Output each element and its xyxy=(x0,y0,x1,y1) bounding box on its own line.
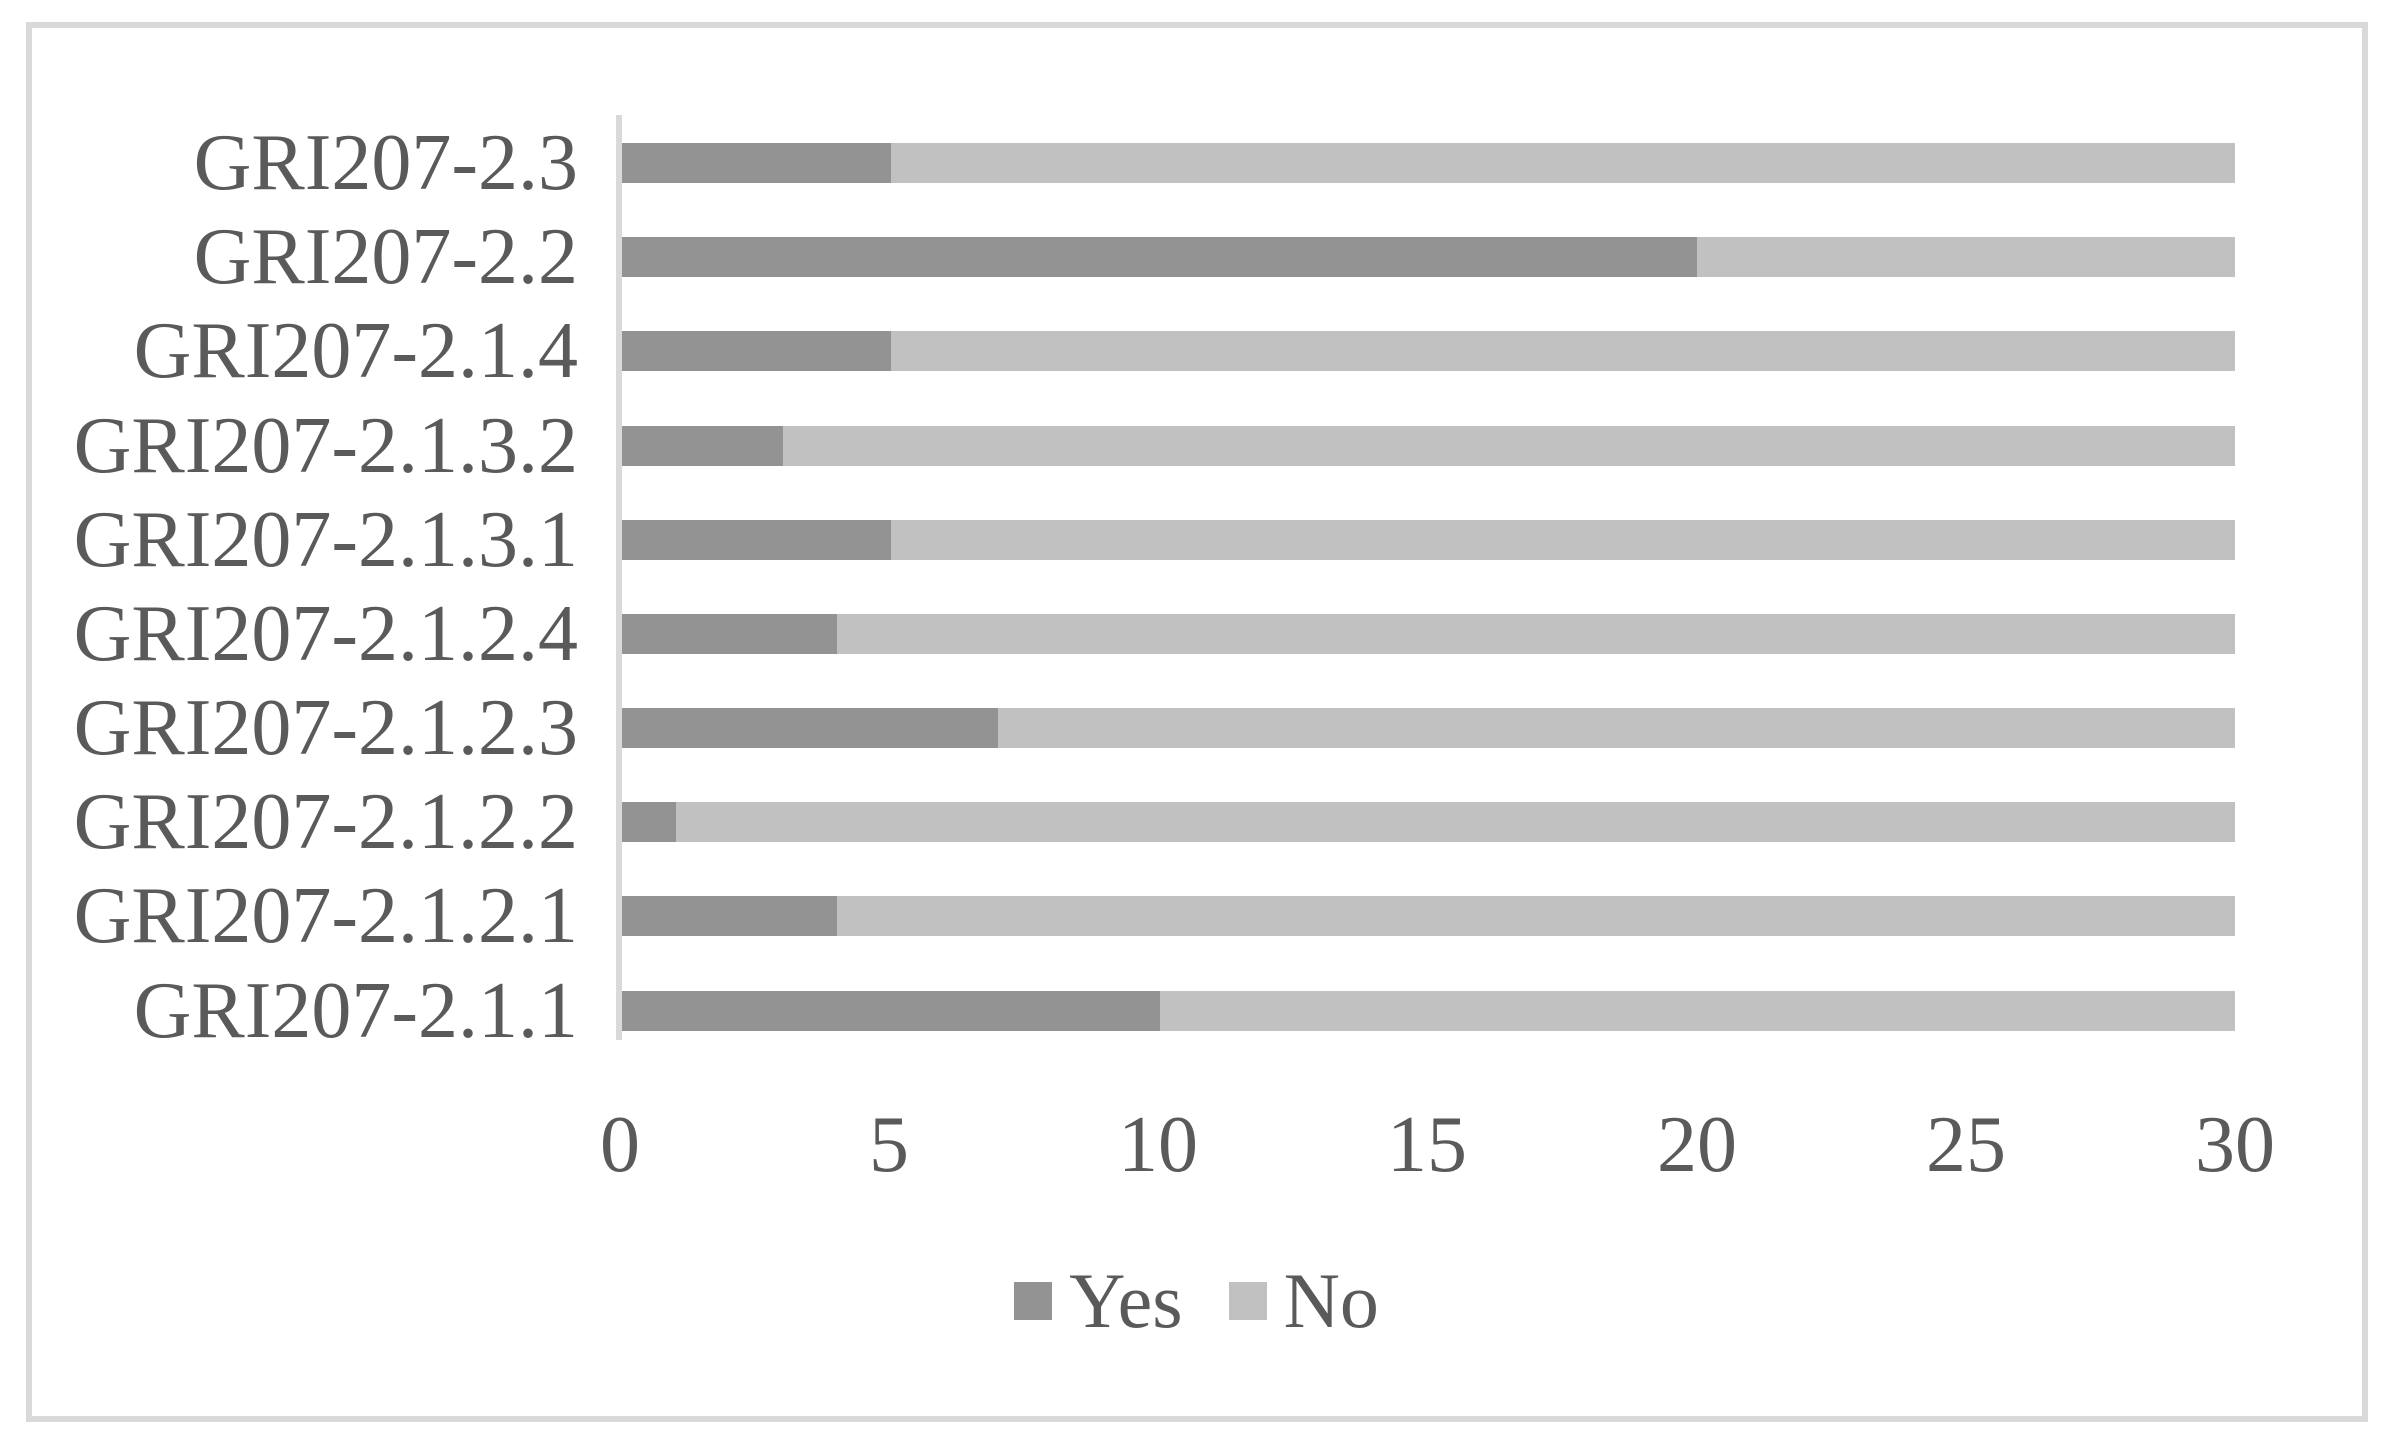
bar-segment-yes xyxy=(622,520,891,560)
category-label: GRI207-2.1.1 xyxy=(133,967,578,1055)
legend-label-yes: Yes xyxy=(1069,1257,1183,1344)
bar-segment-yes xyxy=(622,143,891,183)
bar-row xyxy=(622,802,2235,842)
category-label: GRI207-2.3 xyxy=(193,119,578,207)
legend-label-no: No xyxy=(1283,1257,1379,1344)
bar-segment-yes xyxy=(622,802,676,842)
bar-segment-no xyxy=(837,896,2235,936)
bar-row xyxy=(622,896,2235,936)
category-label: GRI207-2.1.2.4 xyxy=(73,590,578,678)
bar-segment-yes xyxy=(622,896,837,936)
bar-segment-no xyxy=(891,143,2235,183)
bar-row xyxy=(622,991,2235,1031)
x-tick-label: 0 xyxy=(600,1101,640,1189)
bar-segment-no xyxy=(1697,237,2235,277)
category-label: GRI207-2.1.3.1 xyxy=(73,496,578,584)
legend-item-yes: Yes xyxy=(1014,1261,1183,1341)
bar-segment-no xyxy=(891,331,2235,371)
category-label: GRI207-2.1.2.3 xyxy=(73,684,578,772)
bar-segment-yes xyxy=(622,708,998,748)
bar-segment-yes xyxy=(622,331,891,371)
x-tick-label: 10 xyxy=(1118,1101,1198,1189)
x-tick-label: 25 xyxy=(1926,1101,2006,1189)
x-tick-label: 20 xyxy=(1657,1101,1737,1189)
legend: Yes No xyxy=(0,1258,2393,1344)
x-tick-label: 15 xyxy=(1387,1101,1467,1189)
x-tick-label: 30 xyxy=(2195,1101,2275,1189)
bar-segment-yes xyxy=(622,426,783,466)
bar-row xyxy=(622,426,2235,466)
bar-segment-yes xyxy=(622,237,1697,277)
legend-swatch-no xyxy=(1228,1282,1267,1320)
bar-row xyxy=(622,520,2235,560)
bar-segment-no xyxy=(676,802,2235,842)
bar-segment-no xyxy=(998,708,2235,748)
bar-row xyxy=(622,143,2235,183)
legend-item-no: No xyxy=(1228,1257,1379,1344)
bar-segment-yes xyxy=(622,614,837,654)
bar-segment-yes xyxy=(622,991,1160,1031)
bar-segment-no xyxy=(783,426,2235,466)
category-label: GRI207-2.1.2.2 xyxy=(73,778,578,866)
legend-swatch-yes xyxy=(1014,1282,1053,1320)
category-label: GRI207-2.1.3.2 xyxy=(73,402,578,490)
bar-segment-no xyxy=(891,520,2235,560)
category-label: GRI207-2.2 xyxy=(193,213,578,301)
bar-segment-no xyxy=(837,614,2235,654)
bar-row xyxy=(622,331,2235,371)
x-tick-label: 5 xyxy=(869,1101,909,1189)
y-axis-line xyxy=(616,115,622,1040)
category-label: GRI207-2.1.2.1 xyxy=(73,872,578,960)
bar-row xyxy=(622,708,2235,748)
bar-segment-no xyxy=(1160,991,2235,1031)
bar-row xyxy=(622,614,2235,654)
bar-row xyxy=(622,237,2235,277)
category-label: GRI207-2.1.4 xyxy=(133,307,578,395)
